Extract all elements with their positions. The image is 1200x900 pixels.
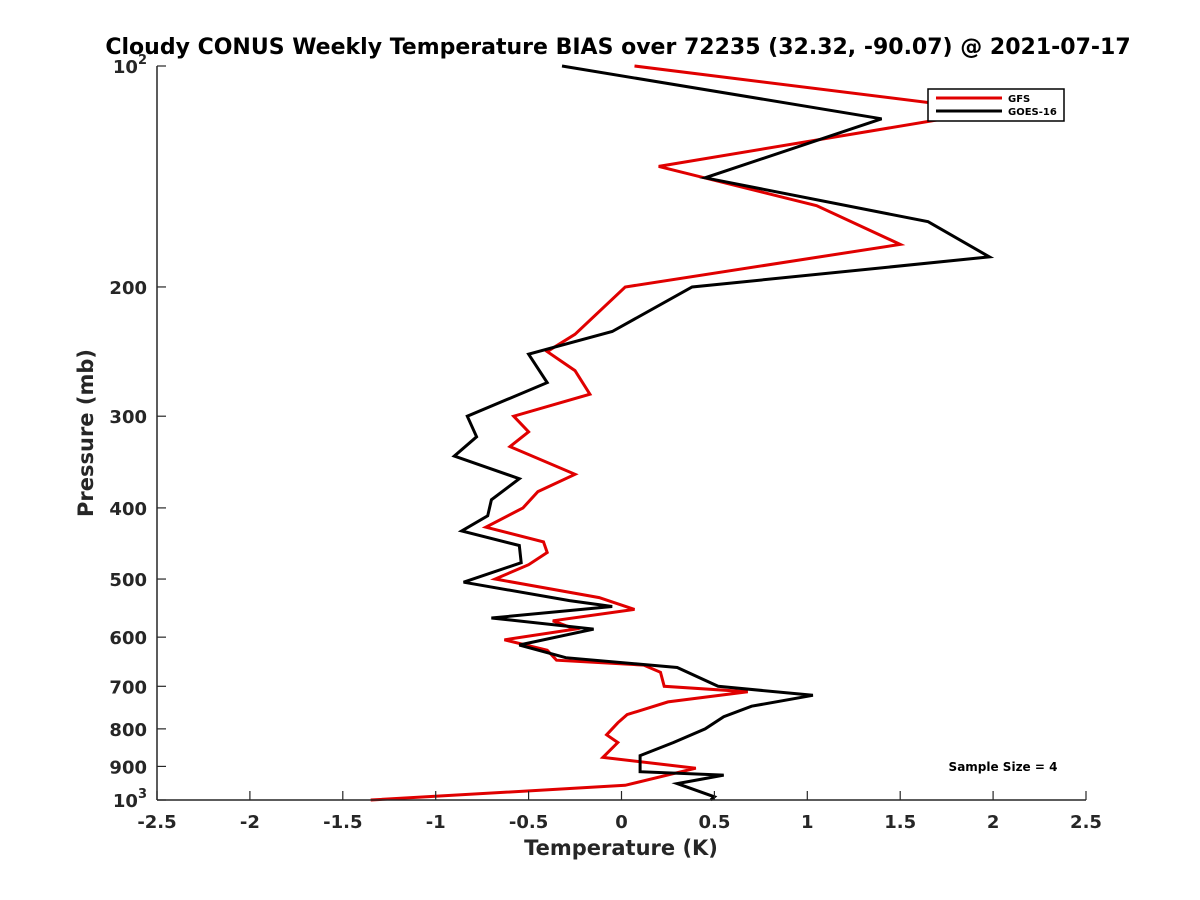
- y-tick-label: 500: [109, 570, 147, 591]
- x-tick-label: 2: [987, 812, 1000, 833]
- legend: GFS GOES-16: [927, 88, 1065, 122]
- series-line-gfs: [370, 64, 994, 802]
- y-tick-label: 102: [113, 53, 147, 78]
- x-tick-label: 2.5: [1070, 812, 1102, 833]
- x-tick-label: 1: [801, 812, 814, 833]
- sample-size-annotation: Sample Size = 4: [949, 760, 1058, 774]
- series-line-goes-16: [451, 64, 995, 802]
- x-tick-label: 1.5: [884, 812, 916, 833]
- chart-title: Cloudy CONUS Weekly Temperature BIAS ove…: [105, 35, 1130, 60]
- axes: -2.5 -2 -1.5 -1 -0.5 0 0.5 1 1.5 2 2.5 102 200 300 400…: [109, 53, 1102, 833]
- x-tick-label: -2.5: [137, 812, 176, 833]
- x-tick-label: -1.5: [323, 812, 362, 833]
- x-tick-label: -0.5: [509, 812, 548, 833]
- y-tick-label: 200: [109, 278, 147, 299]
- series-layer: [370, 64, 995, 802]
- y-tick-label: 600: [109, 628, 147, 649]
- x-tick-label: 0.5: [698, 812, 730, 833]
- y-tick-label: 900: [109, 757, 147, 778]
- x-tick-label: 0: [615, 812, 628, 833]
- x-tick-label: -2: [240, 812, 260, 833]
- legend-box: [927, 88, 1065, 122]
- y-tick-label: 800: [109, 720, 147, 741]
- y-tick-label: 300: [109, 407, 147, 428]
- y-tick-label: 103: [113, 787, 147, 812]
- x-tick-label: -1: [426, 812, 446, 833]
- legend-label: GFS: [1008, 94, 1030, 105]
- y-tick-label: 400: [109, 499, 147, 520]
- legend-label: GOES-16: [1008, 107, 1057, 118]
- y-axis-label: Pressure (mb): [74, 349, 98, 517]
- y-tick-label: 700: [109, 677, 147, 698]
- x-axis-label: Temperature (K): [524, 836, 718, 860]
